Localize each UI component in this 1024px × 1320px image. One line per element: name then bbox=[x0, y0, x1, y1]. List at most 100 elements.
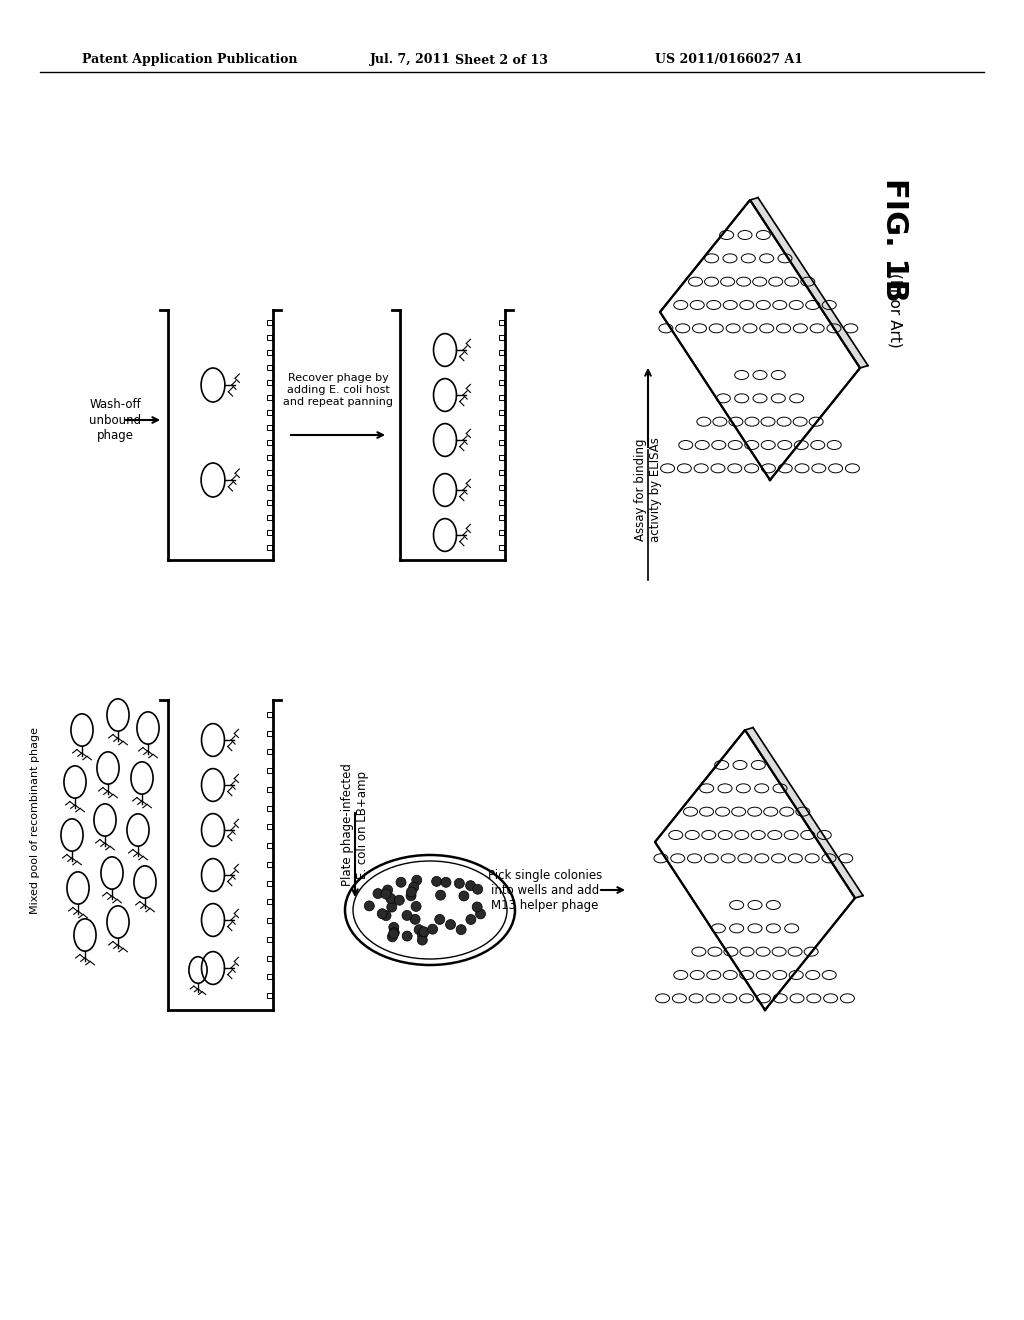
Bar bbox=[499, 425, 504, 430]
Bar bbox=[267, 395, 272, 400]
Bar bbox=[267, 484, 272, 490]
Bar bbox=[267, 515, 272, 520]
Circle shape bbox=[365, 900, 375, 911]
Bar bbox=[267, 880, 272, 886]
Bar bbox=[267, 455, 272, 459]
Circle shape bbox=[389, 928, 399, 937]
Bar bbox=[499, 335, 504, 341]
Circle shape bbox=[466, 880, 475, 891]
Bar bbox=[267, 335, 272, 341]
Circle shape bbox=[445, 920, 456, 929]
Polygon shape bbox=[745, 727, 863, 898]
Bar bbox=[267, 993, 272, 998]
Circle shape bbox=[455, 878, 464, 888]
Polygon shape bbox=[750, 198, 868, 368]
Circle shape bbox=[414, 925, 424, 935]
Bar bbox=[267, 787, 272, 792]
Bar bbox=[267, 531, 272, 535]
Bar bbox=[267, 366, 272, 370]
Circle shape bbox=[409, 882, 419, 892]
Bar bbox=[499, 366, 504, 370]
Bar bbox=[267, 956, 272, 961]
Text: Mixed pool of recombinant phage: Mixed pool of recombinant phage bbox=[30, 726, 40, 913]
Circle shape bbox=[386, 894, 396, 903]
Text: FIG. 1B: FIG. 1B bbox=[881, 178, 909, 302]
Bar bbox=[499, 484, 504, 490]
Circle shape bbox=[459, 891, 469, 902]
Bar bbox=[267, 750, 272, 754]
Bar bbox=[499, 515, 504, 520]
Circle shape bbox=[373, 888, 383, 899]
Circle shape bbox=[381, 888, 391, 899]
Bar bbox=[267, 937, 272, 942]
Bar bbox=[267, 974, 272, 979]
Circle shape bbox=[432, 876, 441, 886]
Bar bbox=[267, 440, 272, 445]
Bar bbox=[267, 411, 272, 414]
Bar bbox=[499, 531, 504, 535]
Text: Pick single colonies
into wells and add
M13 helper phage: Pick single colonies into wells and add … bbox=[487, 869, 602, 912]
Circle shape bbox=[472, 902, 482, 912]
Circle shape bbox=[418, 935, 427, 945]
Bar bbox=[267, 350, 272, 355]
Bar bbox=[267, 470, 272, 475]
Circle shape bbox=[407, 891, 416, 900]
Circle shape bbox=[402, 931, 412, 941]
Bar bbox=[267, 805, 272, 810]
Text: Sheet 2 of 13: Sheet 2 of 13 bbox=[455, 54, 548, 66]
Circle shape bbox=[396, 878, 406, 887]
Circle shape bbox=[411, 902, 421, 911]
Circle shape bbox=[381, 911, 391, 920]
Bar bbox=[499, 411, 504, 414]
Circle shape bbox=[475, 909, 485, 919]
Bar bbox=[499, 380, 504, 385]
Bar bbox=[267, 862, 272, 867]
Circle shape bbox=[418, 929, 427, 940]
Bar bbox=[499, 319, 504, 325]
Circle shape bbox=[419, 927, 429, 937]
Circle shape bbox=[387, 902, 396, 912]
Text: Jul. 7, 2011: Jul. 7, 2011 bbox=[370, 54, 451, 66]
Circle shape bbox=[377, 908, 387, 919]
Circle shape bbox=[441, 878, 451, 887]
Text: (Prior Art): (Prior Art) bbox=[888, 273, 902, 347]
Circle shape bbox=[407, 887, 417, 898]
Bar bbox=[267, 731, 272, 735]
Bar bbox=[267, 768, 272, 774]
Bar bbox=[267, 545, 272, 550]
Bar bbox=[267, 825, 272, 829]
Circle shape bbox=[456, 924, 466, 935]
Bar bbox=[267, 380, 272, 385]
Text: US 2011/0166027 A1: US 2011/0166027 A1 bbox=[655, 54, 803, 66]
Bar bbox=[267, 319, 272, 325]
Circle shape bbox=[435, 915, 444, 924]
Circle shape bbox=[411, 915, 420, 924]
Bar bbox=[267, 425, 272, 430]
Bar bbox=[267, 843, 272, 849]
Bar bbox=[499, 545, 504, 550]
Bar bbox=[499, 470, 504, 475]
Circle shape bbox=[473, 884, 482, 894]
Bar bbox=[499, 395, 504, 400]
Circle shape bbox=[402, 911, 412, 920]
Circle shape bbox=[389, 923, 398, 932]
Bar bbox=[267, 899, 272, 904]
Bar bbox=[499, 350, 504, 355]
Bar bbox=[499, 455, 504, 459]
Bar bbox=[267, 500, 272, 506]
Circle shape bbox=[383, 884, 392, 895]
Circle shape bbox=[388, 929, 398, 939]
Circle shape bbox=[466, 915, 476, 924]
Text: Wash-off
unbound
phage: Wash-off unbound phage bbox=[89, 399, 141, 441]
Text: Patent Application Publication: Patent Application Publication bbox=[82, 54, 298, 66]
Bar bbox=[499, 500, 504, 506]
Text: Plate phage-infected
E. coli on LB+amp: Plate phage-infected E. coli on LB+amp bbox=[341, 763, 369, 887]
Bar bbox=[499, 440, 504, 445]
Circle shape bbox=[435, 890, 445, 900]
Circle shape bbox=[428, 924, 437, 935]
Bar bbox=[267, 711, 272, 717]
Text: Assay for binding
activity by ELISAs: Assay for binding activity by ELISAs bbox=[634, 437, 662, 543]
Circle shape bbox=[387, 932, 397, 942]
Circle shape bbox=[394, 895, 404, 906]
Text: Recover phage by
adding E. coli host
and repeat panning: Recover phage by adding E. coli host and… bbox=[283, 374, 393, 407]
